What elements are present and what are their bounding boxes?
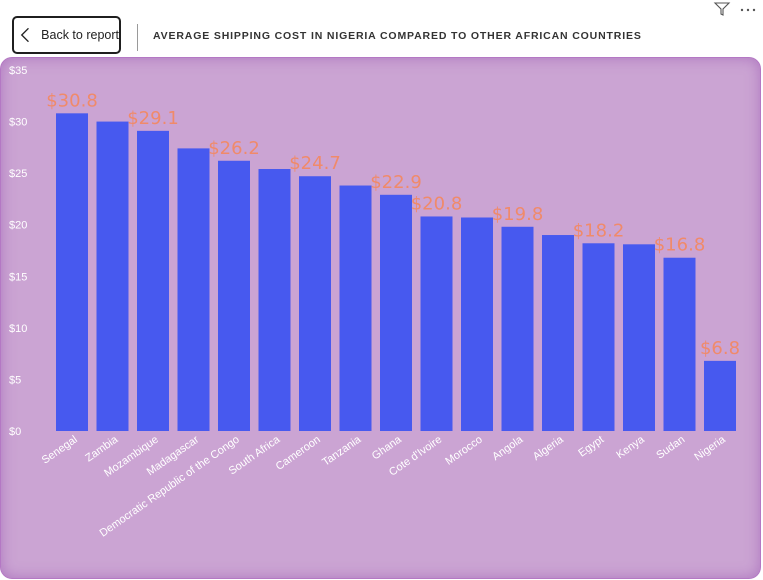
- x-axis: Senegal ZambiaMozambiqueMadagascarDemocra…: [40, 433, 729, 539]
- y-tick-label: $0: [9, 426, 21, 438]
- y-tick-label: $30: [9, 117, 27, 129]
- bar[interactable]: [461, 217, 493, 431]
- data-label: $19.8: [492, 204, 544, 225]
- x-tick-label: Kenya: [614, 433, 647, 461]
- back-to-report-button[interactable]: Back to report: [12, 16, 121, 54]
- bar[interactable]: [582, 243, 615, 431]
- bars: [56, 113, 736, 432]
- bar[interactable]: [258, 169, 291, 431]
- bar[interactable]: [623, 244, 655, 431]
- data-label: $6.8: [700, 338, 740, 359]
- y-axis: $0 $5 $10 $15 $20 $25 $30 $35: [9, 65, 27, 438]
- data-label: $16.8: [654, 235, 706, 256]
- x-tick-label: Algeria: [531, 433, 567, 463]
- bar[interactable]: [339, 185, 372, 431]
- y-tick-label: $10: [9, 323, 27, 335]
- x-tick-label: Morocco: [443, 434, 484, 468]
- back-button-label: Back to report: [41, 28, 119, 42]
- bar[interactable]: [218, 160, 250, 431]
- header-divider: [137, 24, 138, 51]
- chevron-left-icon: [20, 27, 29, 43]
- x-tick-label: Cameroon: [274, 434, 323, 473]
- more-options-icon[interactable]: [739, 2, 757, 16]
- y-tick-label: $25: [9, 168, 27, 180]
- data-label: $18.2: [573, 220, 625, 241]
- data-label: $20.8: [411, 193, 463, 214]
- bar[interactable]: [177, 148, 210, 431]
- bar[interactable]: [501, 226, 534, 431]
- chart-area: $0 $5 $10 $15 $20 $25 $30 $35 $30.8 $29.1 $26.2 $2…: [0, 57, 761, 579]
- data-label: $30.8: [46, 90, 98, 111]
- bar[interactable]: [420, 216, 453, 431]
- bar[interactable]: [704, 360, 736, 431]
- bar[interactable]: [56, 113, 88, 431]
- x-tick-label: Ghana: [370, 433, 405, 462]
- x-tick-label: Sudan: [654, 434, 687, 462]
- filter-icon[interactable]: [713, 2, 731, 16]
- data-label: $24.7: [289, 153, 341, 174]
- x-tick-label: Nigeria: [692, 433, 728, 463]
- data-label: $26.2: [208, 138, 260, 159]
- data-label: $22.9: [370, 172, 422, 193]
- y-tick-label: $35: [9, 65, 27, 77]
- data-labels: $30.8 $29.1 $26.2 $24.7 $22.9$20.8 $19.8 $18.2…: [46, 90, 740, 359]
- bar[interactable]: [96, 121, 129, 432]
- x-tick-label: Egypt: [576, 434, 606, 460]
- x-tick-label: Democratic Republic of the Congo: [98, 434, 242, 540]
- bar[interactable]: [299, 176, 331, 431]
- bar[interactable]: [137, 130, 169, 431]
- bar-chart: $0 $5 $10 $15 $20 $25 $30 $35 $30.8 $29.1 $26.2 $2…: [9, 65, 740, 540]
- data-label: $29.1: [127, 108, 179, 129]
- bar[interactable]: [380, 194, 412, 431]
- y-tick-label: $20: [9, 220, 27, 232]
- x-tick-label: Angola: [490, 433, 526, 463]
- y-tick-label: $5: [9, 374, 21, 386]
- x-tick-label: Tanzania: [320, 433, 364, 469]
- bar[interactable]: [663, 257, 696, 431]
- visual-header-icons: [713, 2, 757, 16]
- bar[interactable]: [542, 235, 574, 431]
- y-tick-label: $15: [9, 271, 27, 283]
- chart-title: AVERAGE SHIPPING COST IN NIGERIA COMPARE…: [153, 30, 642, 42]
- x-tick-label: Senegal: [40, 434, 80, 467]
